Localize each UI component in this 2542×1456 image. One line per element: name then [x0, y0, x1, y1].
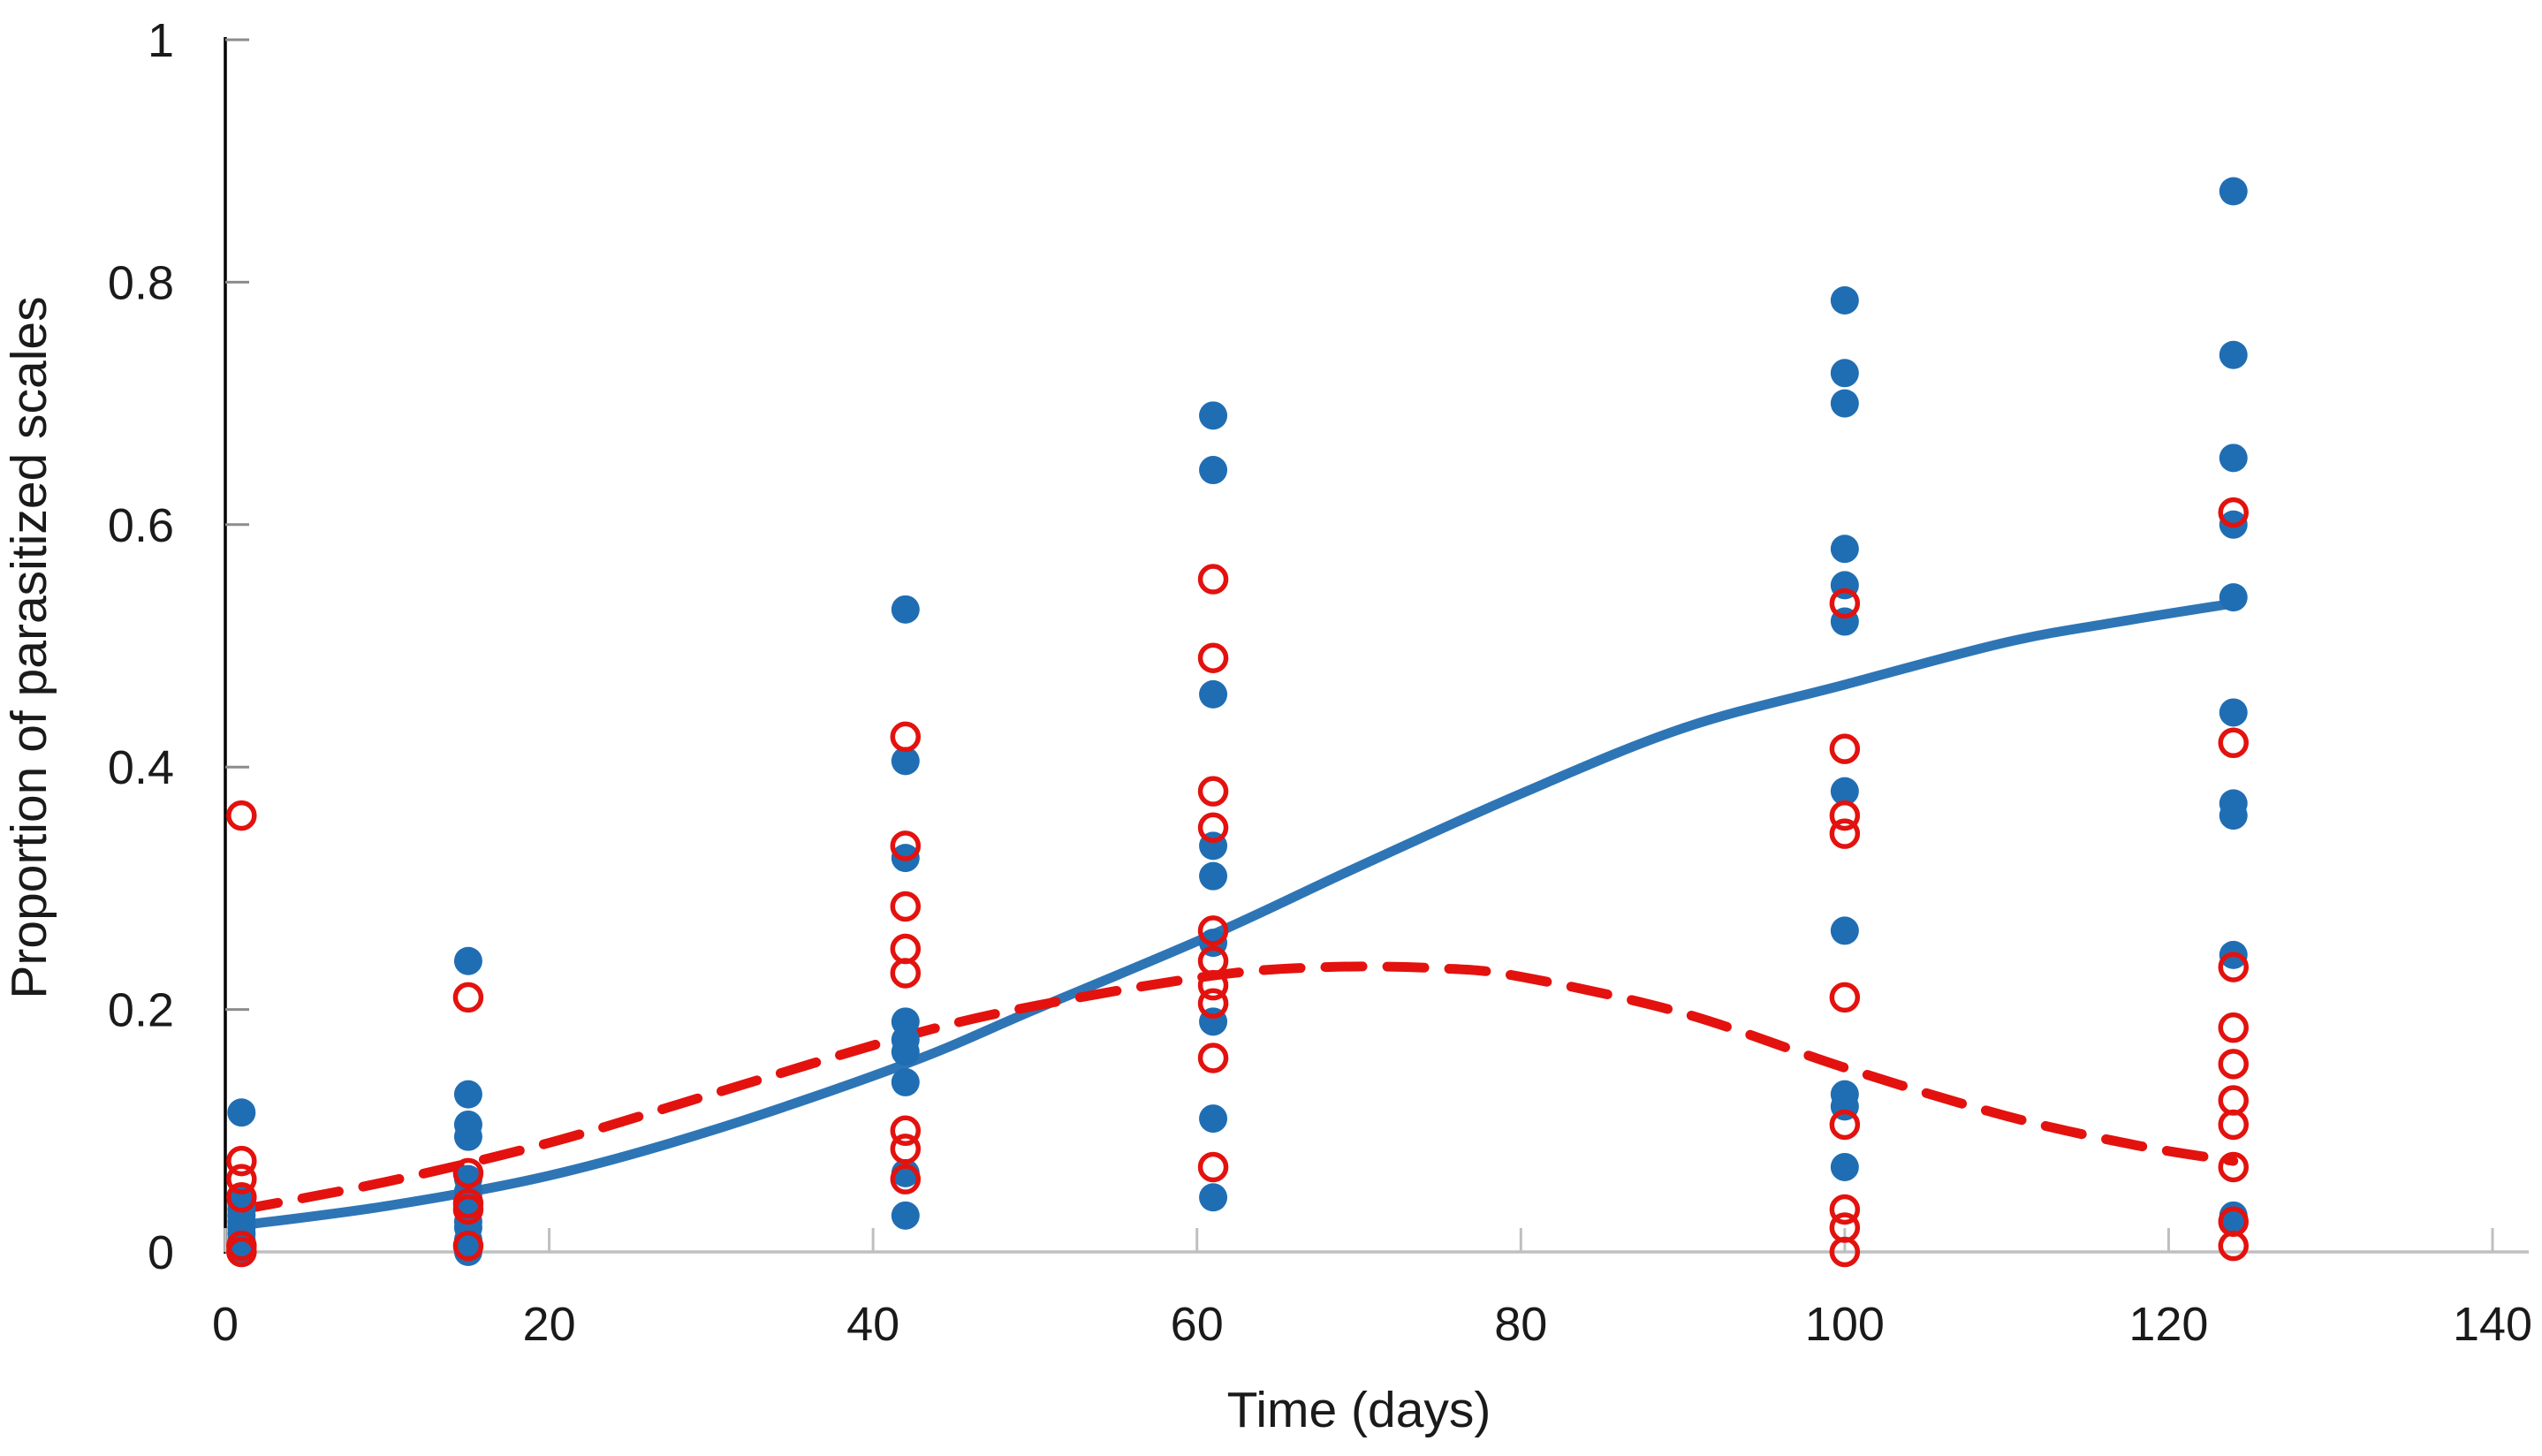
x-tick-label: 20	[523, 1298, 576, 1351]
blue-data-point	[2219, 177, 2248, 206]
red-data-point	[226, 1182, 257, 1213]
red-data-point	[226, 1236, 257, 1268]
blue-data-point	[891, 1067, 920, 1096]
red-data-point	[890, 1164, 922, 1194]
red-data-point	[452, 1230, 484, 1262]
x-tick-label: 0	[212, 1298, 239, 1351]
blue-data-point	[1830, 777, 1859, 806]
red-data-point	[226, 800, 257, 831]
data-points-group	[226, 177, 2249, 1268]
red-data-point	[1197, 1151, 1229, 1183]
trend-lines-group	[236, 598, 2239, 1231]
blue-data-point	[1830, 1152, 1859, 1181]
red-data-point	[1829, 588, 1861, 619]
blue-data-point	[2219, 1207, 2248, 1236]
red-data-point	[2218, 1151, 2249, 1183]
blue-data-point	[1199, 456, 1228, 485]
blue-data-point	[1199, 401, 1228, 430]
red-data-point	[890, 721, 922, 753]
red-data-point	[1197, 776, 1229, 807]
red-data-point	[2218, 727, 2249, 759]
blue-data-point	[1830, 389, 1859, 418]
x-tick-label: 140	[2453, 1298, 2532, 1351]
blue-data-point	[1199, 861, 1228, 891]
red-data-point	[226, 1164, 257, 1194]
red-data-point	[1197, 1043, 1229, 1073]
y-tick-label: 0	[148, 1226, 174, 1279]
blue-data-point	[1830, 535, 1859, 564]
red-data-point	[1829, 800, 1861, 831]
x-tick-label: 100	[1805, 1298, 1885, 1351]
blue-data-point	[1199, 1183, 1228, 1212]
red-data-point	[2218, 1230, 2249, 1262]
red-data-point	[2218, 1085, 2249, 1116]
y-tick-label: 0.8	[108, 256, 174, 309]
red-data-point	[452, 982, 484, 1013]
red-data-point	[1197, 812, 1229, 844]
blue-data-point	[453, 1122, 482, 1151]
red-data-point	[2218, 1109, 2249, 1141]
blue-solid-trend-line	[236, 598, 2239, 1231]
red-data-point	[1829, 1194, 1861, 1225]
blue-data-point	[2219, 444, 2248, 473]
x-tick-label: 80	[1494, 1298, 1547, 1351]
blue-data-point	[1830, 285, 1859, 315]
red-data-point	[1829, 818, 1861, 849]
red-data-point	[2218, 1049, 2249, 1080]
x-tick-label: 60	[1171, 1298, 1224, 1351]
blue-data-point	[1830, 359, 1859, 388]
red-data-point	[1197, 988, 1229, 1019]
blue-data-point	[2219, 583, 2248, 612]
blue-data-point	[2219, 698, 2248, 727]
axes-group: 0 0.2 0.4 0.6 0.8 1 0 20 40 60 80 100 120 140	[108, 14, 2532, 1351]
x-tick-label: 40	[846, 1298, 899, 1351]
red-data-point	[2218, 952, 2249, 982]
blue-data-point	[453, 1080, 482, 1109]
blue-data-point	[1830, 916, 1859, 945]
red-data-point	[452, 1194, 484, 1225]
red-data-point	[1197, 564, 1229, 595]
blue-data-point	[2219, 801, 2248, 830]
red-data-point	[890, 933, 922, 965]
y-axis-title: Proportion of parasitized scales	[1, 296, 57, 998]
blue-data-point	[453, 946, 482, 975]
red-data-point	[1829, 1236, 1861, 1268]
red-data-point	[890, 1134, 922, 1164]
blue-data-point	[1199, 679, 1228, 709]
blue-data-point	[1199, 1104, 1228, 1134]
red-data-point	[890, 891, 922, 922]
red-data-point	[1197, 642, 1229, 673]
y-tick-label: 0.4	[108, 741, 174, 794]
red-data-point	[452, 1157, 484, 1189]
blue-data-point	[891, 1037, 920, 1066]
red-data-point	[226, 1145, 257, 1177]
blue-data-point	[891, 595, 920, 624]
blue-data-point	[891, 1201, 920, 1230]
red-data-point	[2218, 497, 2249, 528]
red-data-point	[890, 1115, 922, 1147]
red-data-point	[890, 958, 922, 989]
red-data-point	[2218, 1012, 2249, 1043]
red-data-point	[1197, 915, 1229, 946]
x-tick-label: 120	[2128, 1298, 2208, 1351]
y-tick-label: 0.2	[108, 984, 174, 1037]
x-axis-title: Time (days)	[1227, 1382, 1491, 1438]
red-data-point	[1829, 982, 1861, 1013]
red-data-point	[1197, 969, 1229, 1001]
blue-data-point	[891, 747, 920, 776]
red-data-point	[1829, 1109, 1861, 1141]
y-tick-label: 0.6	[108, 499, 174, 552]
red-data-point	[1829, 733, 1861, 764]
blue-data-point	[227, 1098, 256, 1127]
blue-data-point	[2219, 340, 2248, 369]
red-data-point	[890, 830, 922, 861]
red-dashed-trend-line	[236, 961, 2239, 1215]
y-tick-label: 1	[148, 14, 174, 67]
